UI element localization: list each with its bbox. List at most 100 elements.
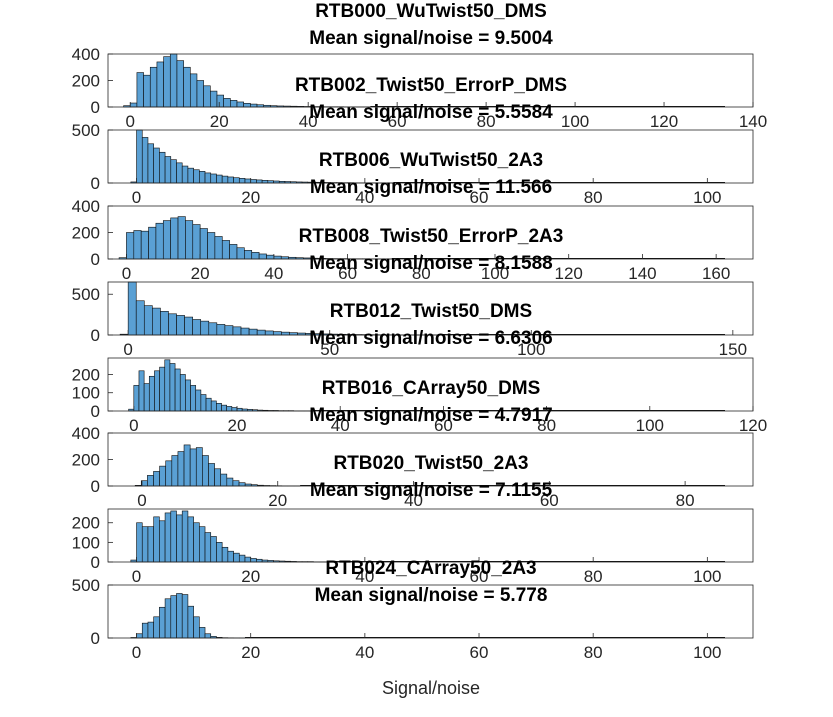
histogram-bar: [238, 554, 246, 563]
histogram-bar: [138, 370, 145, 412]
panel-subtitle: Mean signal/noise = 5.778: [315, 585, 548, 606]
x-tick-label: 80: [676, 491, 695, 510]
histogram-bar: [148, 226, 157, 260]
histogram-bar: [250, 103, 258, 108]
histogram-panel: 0 500 0 50 100 150: [72, 281, 754, 359]
x-tick-label: 20: [228, 416, 247, 435]
histogram-bar: [272, 331, 282, 336]
x-tick-label: 100: [693, 643, 721, 662]
histogram-bar: [170, 595, 177, 639]
histogram-bar: [204, 633, 212, 639]
histogram-bar: [223, 98, 231, 108]
histogram-bar: [238, 482, 246, 487]
histogram-bar: [199, 627, 206, 639]
x-tick-label: 40: [331, 416, 350, 435]
histogram-bar: [183, 444, 191, 487]
histogram-bar: [205, 397, 212, 412]
histogram-bar: [143, 305, 153, 336]
panel-subtitle: Mean signal/noise = 8.1588: [309, 253, 552, 274]
y-tick-label: 200: [72, 514, 100, 533]
panel-title: RTB024_CArray50_2A3: [325, 558, 536, 579]
histogram-bar: [133, 230, 142, 260]
histogram-bar: [187, 167, 194, 184]
histogram-bar: [170, 159, 177, 184]
x-tick-label: 20: [241, 567, 260, 586]
histogram-bar: [193, 522, 200, 563]
axes-box: [107, 584, 754, 639]
x-tick-label: 0: [132, 643, 141, 662]
histogram-bar: [189, 73, 198, 108]
x-tick-label: 60: [388, 112, 407, 131]
histogram-bar: [250, 179, 257, 184]
histogram-bar: [162, 220, 171, 260]
x-tick-label: 0: [132, 567, 141, 586]
histogram-bar: [251, 252, 260, 260]
x-tick-label: 0: [137, 491, 146, 510]
panel-title: RTB006_WuTwist50_2A3: [319, 150, 543, 171]
histogram-bar: [176, 162, 183, 184]
x-tick-label: 80: [584, 567, 603, 586]
histogram-bar: [148, 375, 155, 412]
histogram-bar: [181, 594, 189, 639]
histogram-bar: [199, 171, 206, 184]
x-tick-label: 60: [470, 567, 489, 586]
x-tick-label: 60: [470, 643, 489, 662]
histogram-bar: [140, 230, 149, 260]
x-tick-label: 150: [719, 340, 747, 359]
histogram-bar: [192, 224, 201, 260]
histogram-bar: [143, 74, 151, 108]
histogram-bar: [226, 406, 233, 412]
histogram-bar: [221, 546, 229, 563]
histogram-bar: [160, 311, 169, 336]
histogram-bar: [136, 633, 143, 639]
histogram-bar: [153, 616, 160, 639]
histogram-bar: [210, 536, 217, 563]
histogram-bar: [141, 137, 149, 184]
histogram-bar: [141, 526, 149, 563]
histogram-panel: 0 500 0 20 40 60 80 100: [72, 576, 754, 662]
x-tick-label: 40: [355, 188, 374, 207]
histogram-bar: [193, 616, 200, 639]
histogram-bar: [256, 179, 263, 184]
histogram-bar: [236, 247, 245, 260]
histogram-bar: [159, 151, 166, 184]
x-tick-label: 100: [636, 416, 664, 435]
histogram-bar: [181, 510, 189, 563]
histogram-bar: [149, 66, 158, 108]
histogram-bar: [170, 217, 179, 260]
histogram-bar: [207, 232, 216, 260]
histogram-panel: 0 200 400 0 20 40 60 80 100 120 140 160: [72, 197, 754, 283]
histogram-bar: [133, 385, 140, 412]
histogram-bar: [231, 407, 238, 412]
histogram-bar: [230, 100, 238, 108]
panel-subtitle: Mean signal/noise = 5.5584: [309, 102, 553, 123]
x-tick-label: 80: [584, 643, 603, 662]
y-tick-label: 0: [91, 98, 100, 117]
panel-title: RTB012_Twist50_DMS: [330, 301, 532, 322]
y-tick-label: 0: [91, 402, 100, 421]
histogram-bar: [236, 101, 244, 108]
histogram-bar: [195, 447, 203, 487]
y-tick-label: 100: [72, 533, 100, 552]
histogram-bar: [154, 370, 160, 412]
histogram-bar: [200, 394, 207, 412]
histogram-bar: [141, 622, 149, 639]
histogram-bar: [214, 468, 222, 487]
histogram-bar: [202, 455, 209, 487]
histogram-bar: [232, 326, 242, 336]
x-tick-label: 100: [561, 112, 589, 131]
y-tick-label: 200: [72, 365, 100, 384]
x-tick-label: 100: [693, 567, 721, 586]
histogram-bar: [226, 477, 234, 487]
x-tick-label: 80: [584, 188, 603, 207]
histogram-bar: [220, 473, 228, 487]
panel-titles: RTB000_WuTwist50_DMS Mean signal/noise = …: [295, 1, 567, 606]
x-tick-label: 80: [412, 264, 431, 283]
y-tick-label: 0: [91, 477, 100, 496]
y-tick-label: 400: [72, 197, 100, 216]
x-tick-label: 60: [434, 416, 453, 435]
histogram-bar: [216, 542, 223, 563]
histogram-bar: [169, 363, 176, 412]
y-tick-label: 500: [72, 576, 100, 595]
histogram-panel: 0 200 400 0 20 40 60 80 100 120 140: [72, 45, 768, 131]
